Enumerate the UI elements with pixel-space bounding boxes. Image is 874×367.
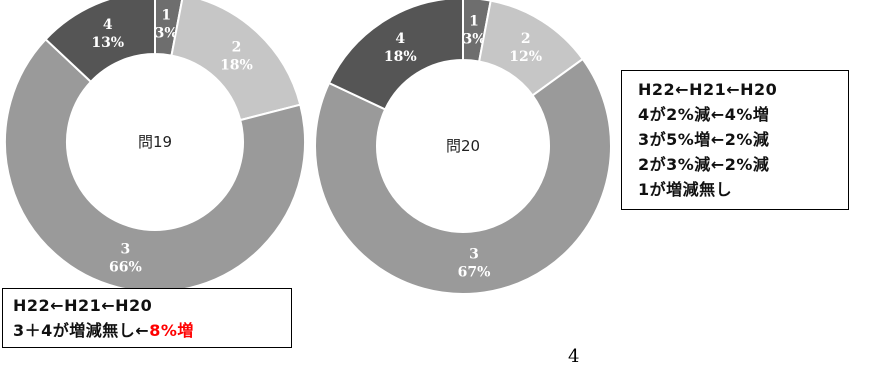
summary-line: 2が3%減←2%減 [638,155,770,174]
segment-value-label: 3% [462,32,485,48]
combined-line-1: H22←H21←H20 [13,296,153,315]
donut-segment-3 [314,57,612,295]
segment-category-label: 1 [469,14,479,30]
donut-segment-3 [4,37,306,293]
summary-line: 1が増減無し [638,180,733,199]
segment-value-label: 66% [109,259,142,275]
segment-value-label: 18% [384,49,417,65]
combined-line-2: 3＋4が増減無し←8%増 [13,318,291,343]
page-number: 4 [568,346,580,367]
segment-category-label: 3 [469,246,479,262]
summary-line: 3が5%増←2%減 [638,130,770,149]
donut-segment-4 [44,0,156,84]
segment-category-label: 4 [103,17,113,33]
change-summary-box: H22←H21←H20 4が2%減←4%増 3が5%増←2%減 2が3%減←2%… [621,70,849,210]
segment-value-label: 3% [155,26,178,42]
segment-value-label: 12% [509,49,542,65]
donut-center-label: 問20 [446,137,480,155]
segment-category-label: 1 [161,8,171,24]
donut-chart-q20: 1 3% 2 12% 3 67% 4 18% 問20 [310,0,620,300]
segment-category-label: 2 [232,39,242,55]
summary-line: H22←H21←H20 [638,80,778,99]
segment-value-label: 67% [458,264,491,280]
combined-line-2-text: 3＋4が増減無し← [13,321,150,340]
segment-category-label: 3 [121,241,131,257]
summary-line: 4が2%減←4%増 [638,105,770,124]
increase-highlight: 8%増 [149,321,194,340]
donut-segment-4 [327,0,464,111]
segment-value-label: 18% [220,57,253,73]
segment-category-label: 2 [521,31,531,47]
segment-category-label: 4 [395,31,405,47]
donut-center-label: 問19 [138,133,172,151]
combined-change-box: H22←H21←H20 3＋4が増減無し←8%増 [2,288,292,348]
donut-chart-q19: 1 3% 2 18% 3 66% 4 13% 問19 [0,0,310,300]
segment-value-label: 13% [91,35,124,51]
